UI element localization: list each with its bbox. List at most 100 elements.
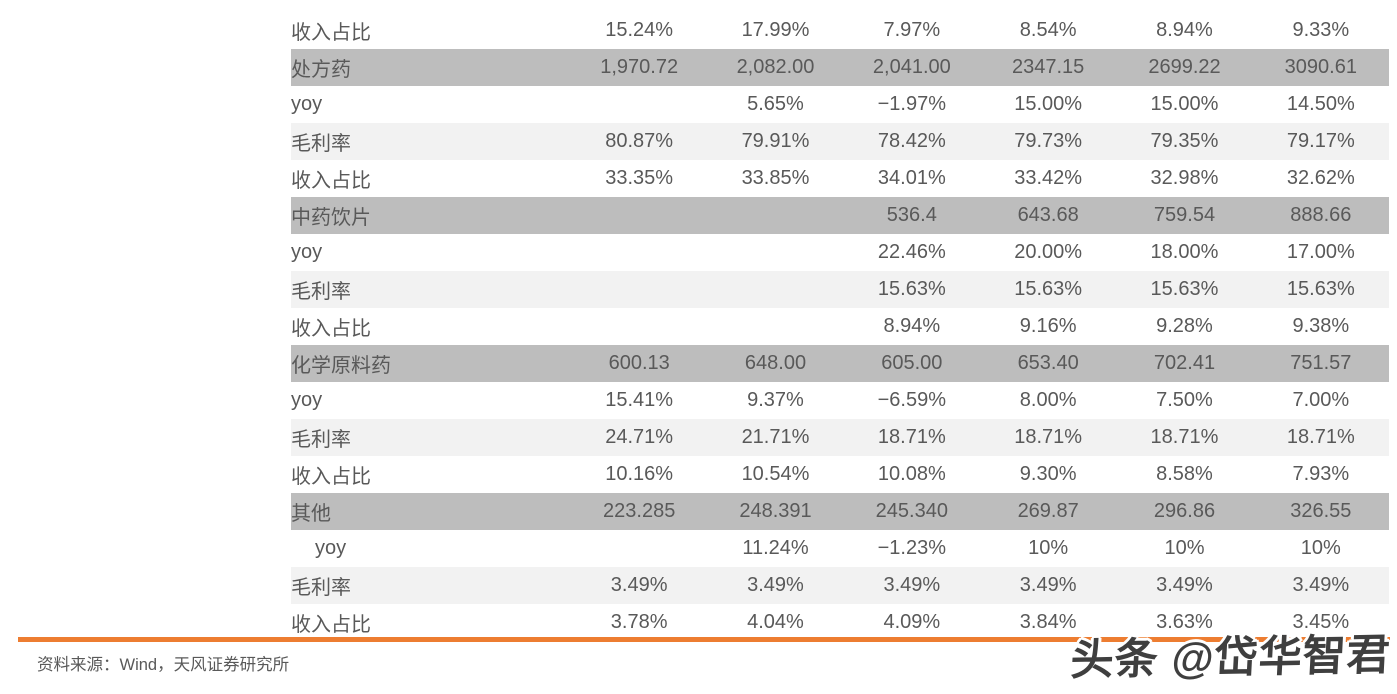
cell-value: 33.35%: [605, 167, 674, 189]
cell-value: 9.37%: [747, 389, 804, 411]
cell-value: 9.30%: [1019, 463, 1077, 485]
cell-value: 22.46%: [877, 241, 946, 263]
cell-value: 1,970.72: [600, 56, 679, 78]
row-label: 处方药: [291, 59, 351, 81]
cell-value: 2,082.00: [736, 56, 815, 78]
cell-value: 3.63%: [1156, 611, 1213, 633]
table-row: 收入占比 3.78% 4.04% 4.09% 3.84% 3.63% 3.45%: [291, 604, 1389, 641]
cell-value: 8.94%: [883, 315, 941, 337]
cell-value: 15.41%: [605, 389, 674, 411]
cell-value: 3.45%: [1292, 611, 1350, 633]
cell-value: 34.01%: [877, 167, 946, 189]
row-label: 毛利率: [291, 133, 351, 155]
cell-value: 2347.15: [1012, 56, 1085, 78]
row-label: 收入占比: [291, 170, 371, 192]
table-row: 其他 223.285 248.391 245.340 269.87 296.86 326.5…: [291, 493, 1389, 530]
row-label: 收入占比: [291, 22, 371, 44]
cell-value: 32.98%: [1150, 167, 1219, 189]
row-label: 化学原料药: [291, 355, 391, 377]
row-label: yoy: [291, 389, 323, 411]
cell-value: [707, 234, 843, 271]
cell-value: [571, 308, 707, 345]
table-row: 收入占比 33.35% 33.85% 34.01% 33.42% 32.98% 32.62%: [291, 160, 1389, 197]
cell-value: 296.86: [1153, 500, 1216, 522]
row-label: 毛利率: [291, 429, 351, 451]
cell-value: [571, 197, 707, 234]
cell-value: 18.00%: [1150, 241, 1219, 263]
cell-value: 4.04%: [747, 611, 804, 633]
cell-value: 7.97%: [883, 19, 941, 41]
cell-value: 18.71%: [1286, 426, 1355, 448]
table-row: 收入占比 15.24% 17.99% 7.97% 8.54% 8.94% 9.33%: [291, 12, 1389, 49]
cell-value: 653.40: [1017, 352, 1079, 374]
cell-value: 8.58%: [1156, 463, 1213, 485]
cell-value: [571, 271, 707, 308]
cell-value: 18.71%: [877, 426, 946, 448]
cell-value: 15.63%: [1286, 278, 1355, 300]
cell-value: 326.55: [1290, 500, 1352, 522]
cell-value: 759.54: [1153, 204, 1216, 226]
table-row: 毛利率 3.49% 3.49% 3.49% 3.49% 3.49% 3.49%: [291, 567, 1389, 604]
cell-value: 79.73%: [1014, 130, 1083, 152]
row-label: 毛利率: [291, 577, 351, 599]
cell-value: 2699.22: [1148, 56, 1221, 78]
cell-value: 15.63%: [877, 278, 946, 300]
cell-value: 3090.61: [1284, 56, 1357, 78]
cell-value: 605.00: [881, 352, 943, 374]
cell-value: 8.54%: [1019, 19, 1077, 41]
cell-value: 33.42%: [1014, 167, 1083, 189]
cell-value: 79.17%: [1286, 130, 1355, 152]
cell-value: 18.71%: [1014, 426, 1083, 448]
cell-value: 15.24%: [605, 19, 674, 41]
cell-value: 9.16%: [1019, 315, 1077, 337]
cell-value: 4.09%: [883, 611, 941, 633]
cell-value: 10.16%: [605, 463, 674, 485]
cell-value: 17.00%: [1286, 241, 1355, 263]
cell-value: 600.13: [608, 352, 670, 374]
table-row: 毛利率 24.71% 21.71% 18.71% 18.71% 18.71% 18.71%: [291, 419, 1389, 456]
row-label: 收入占比: [291, 318, 371, 340]
cell-value: 3.49%: [1156, 574, 1213, 596]
cell-value: 15.63%: [1150, 278, 1219, 300]
table-row: 收入占比 10.16% 10.54% 10.08% 9.30% 8.58% 7.93%: [291, 456, 1389, 493]
cell-value: 3.49%: [883, 574, 941, 596]
cell-value: 5.65%: [747, 93, 804, 115]
cell-value: 7.93%: [1292, 463, 1350, 485]
row-label: 收入占比: [291, 614, 371, 636]
table-row: 收入占比 8.94% 9.16% 9.28% 9.38%: [291, 308, 1389, 345]
cell-value: [571, 234, 707, 271]
cell-value: 643.68: [1017, 204, 1079, 226]
row-label: 毛利率: [291, 281, 351, 303]
cell-value: 32.62%: [1286, 167, 1355, 189]
table-row: 处方药 1,970.72 2,082.00 2,041.00 2347.15 2699.2…: [291, 49, 1389, 86]
cell-value: 536.4: [886, 204, 937, 226]
table-row: 中药饮片 536.4 643.68 759.54 888.66: [291, 197, 1389, 234]
cell-value: [707, 308, 843, 345]
cell-value: 269.87: [1017, 500, 1079, 522]
table-row: yoy 11.24% −1.23% 10% 10% 10%: [291, 530, 1389, 567]
cell-value: −1.97%: [877, 93, 947, 115]
cell-value: 7.00%: [1292, 389, 1350, 411]
cell-value: 10%: [1028, 537, 1069, 559]
divider-orange-rule: [18, 637, 1390, 642]
cell-value: 3.49%: [1292, 574, 1350, 596]
cell-value: −6.59%: [877, 389, 947, 411]
table-row: yoy 22.46% 20.00% 18.00% 17.00%: [291, 234, 1389, 271]
cell-value: 702.41: [1153, 352, 1216, 374]
row-label: yoy: [291, 241, 323, 263]
cell-value: [707, 197, 843, 234]
cell-value: 888.66: [1290, 204, 1352, 226]
cell-value: [571, 530, 707, 567]
cell-value: 78.42%: [877, 130, 946, 152]
row-label: yoy: [291, 93, 323, 115]
table-row: yoy 15.41% 9.37% −6.59% 8.00% 7.50% 7.00%: [291, 382, 1389, 419]
cell-value: 223.285: [603, 500, 676, 522]
cell-value: 2,041.00: [872, 56, 951, 78]
cell-value: 80.87%: [605, 130, 674, 152]
cell-value: 14.50%: [1286, 93, 1355, 115]
cell-value: 20.00%: [1014, 241, 1083, 263]
table-row: yoy 5.65% −1.97% 15.00% 15.00% 14.50%: [291, 86, 1389, 123]
cell-value: 15.00%: [1150, 93, 1219, 115]
financial-table: 收入占比 15.24% 17.99% 7.97% 8.54% 8.94% 9.33% 处方药 1…: [291, 12, 1389, 641]
